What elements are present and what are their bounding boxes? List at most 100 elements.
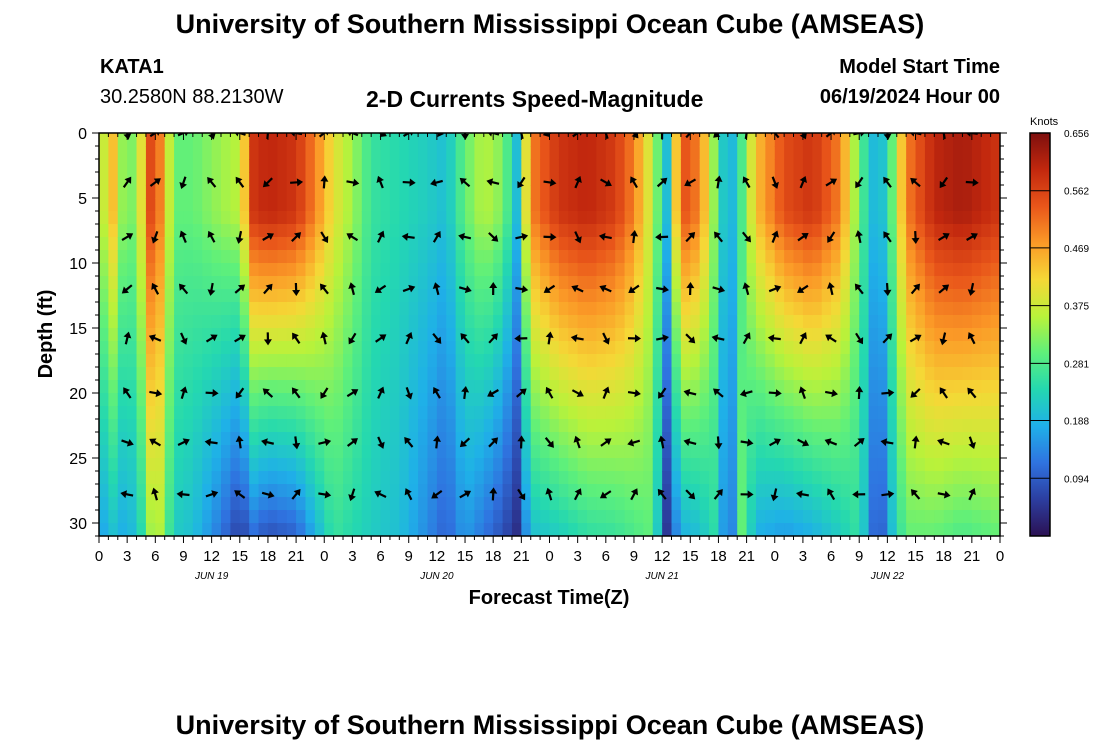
heatmap-cell [380,445,391,459]
heatmap-cell [587,406,598,420]
heatmap-cell [943,276,954,290]
heatmap-cell [934,445,945,459]
heatmap-cell [558,432,569,446]
heatmap-cell [896,354,907,368]
heatmap-cell [192,198,203,212]
heatmap-cell [737,315,748,329]
heatmap-cell [859,484,870,498]
heatmap-cell [511,289,522,303]
heatmap-cell [962,432,973,446]
heatmap-cell [596,159,607,173]
heatmap-cell [521,367,532,381]
heatmap-cell [333,237,344,251]
heatmap-cell [361,471,372,485]
heatmap-cell [971,484,982,498]
heatmap-cell [418,185,429,199]
current-arrow [573,435,582,449]
heatmap-cell [727,367,738,381]
heatmap-cell [343,198,354,212]
heatmap-cell [774,510,785,524]
heatmap-cell [652,432,663,446]
heatmap-cell [831,471,842,485]
heatmap-cell [333,211,344,225]
current-arrow [151,230,159,244]
heatmap-cell [709,419,720,433]
heatmap-cell [540,146,551,160]
heatmap-cell [108,315,119,329]
heatmap-cell [568,315,579,329]
heatmap-cell [267,237,278,251]
heatmap-cell [812,315,823,329]
heatmap-cell [737,458,748,472]
heatmap-cell [615,315,626,329]
heatmap-cell [352,315,363,329]
heatmap-cell [239,276,250,290]
heatmap-cell [971,159,982,173]
heatmap-cell [746,237,757,251]
heatmap-cell [793,367,804,381]
heatmap-cell [117,341,128,355]
heatmap-cell [962,237,973,251]
heatmap-cell [812,380,823,394]
heatmap-cell [971,211,982,225]
heatmap-cell [502,484,513,498]
heatmap-cell [943,133,954,147]
heatmap-cell [436,276,447,290]
heatmap-cell [887,315,898,329]
heatmap-cell [305,523,316,536]
heatmap-cell [267,354,278,368]
heatmap-cell [962,380,973,394]
heatmap-cell [859,471,870,485]
heatmap-cell [821,250,832,264]
heatmap-cell [230,419,241,433]
heatmap-cell [436,497,447,511]
heatmap-cell [493,328,504,342]
heatmap-cell [108,146,119,160]
heatmap-cell [540,211,551,225]
heatmap-cell [802,458,813,472]
heatmap-cell [277,341,288,355]
heatmap-cell [896,523,907,536]
heatmap-cell [943,159,954,173]
heatmap-cell [737,367,748,381]
heatmap-cell [802,419,813,433]
heatmap-cell [117,146,128,160]
heatmap-cell [849,133,860,147]
current-arrow [767,334,781,343]
heatmap-cell [596,276,607,290]
heatmap-cell [605,198,616,212]
heatmap-cell [906,185,917,199]
heatmap-cell [596,328,607,342]
heatmap-cell [493,484,504,498]
heatmap-cell [399,133,410,147]
heatmap-cell [371,354,382,368]
heatmap-cell [990,302,1000,316]
heatmap-cell [483,510,494,524]
heatmap-cell [981,133,992,147]
heatmap-cell [906,328,917,342]
heatmap-cell [718,159,729,173]
heatmap-cell [943,224,954,238]
heatmap-cell [352,341,363,355]
heatmap-cell [605,484,616,498]
heatmap-cell [727,393,738,407]
heatmap-cell [530,393,541,407]
heatmap-cell [662,458,673,472]
heatmap-cell [831,354,842,368]
current-arrow [205,490,219,498]
heatmap-cell [558,393,569,407]
heatmap-cell [990,276,1000,290]
heatmap-cell [446,289,457,303]
heatmap-cell [887,133,898,147]
heatmap-cell [774,354,785,368]
heatmap-cell [587,172,598,186]
heatmap-cell [380,523,391,536]
heatmap-cell [802,380,813,394]
heatmap-cell [211,471,222,485]
heatmap-cell [108,445,119,459]
heatmap-cell [446,302,457,316]
heatmap-cell [136,419,147,433]
heatmap-cell [934,471,945,485]
heatmap-cell [371,458,382,472]
heatmap-cell [868,185,879,199]
